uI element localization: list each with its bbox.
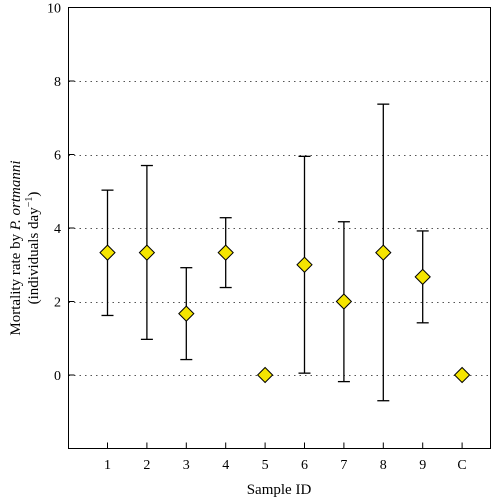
x-tick-label-9: 9 (419, 458, 426, 473)
data-point-4 (217, 244, 234, 261)
x-tick-label-4: 4 (222, 458, 229, 473)
data-point-7 (335, 293, 353, 310)
data-point-6 (296, 256, 313, 273)
data-points (99, 244, 471, 384)
y-axis-title-exponent: −1 (24, 197, 35, 208)
x-tick-label-6: 6 (301, 458, 308, 473)
data-point-5 (256, 366, 274, 384)
y-tick-label-6: 6 (54, 149, 61, 164)
y-axis-title-prefix: Mortality rate by (8, 230, 24, 335)
y-tick-label-0: 0 (54, 369, 61, 384)
x-tick-label-2: 2 (143, 458, 150, 473)
x-axis: 1 2 3 4 5 6 7 8 9 C (104, 442, 467, 473)
y-tick-label-8: 8 (54, 75, 61, 90)
y-axis-title-species: P. ortmanni (8, 160, 24, 231)
x-tick-label-C: C (457, 458, 466, 473)
x-tick-label-3: 3 (183, 458, 190, 473)
y-tick-label-4: 4 (54, 222, 61, 237)
y-tick-label-10: 10 (47, 2, 61, 17)
data-point-C (453, 366, 471, 384)
data-point-2 (138, 244, 156, 261)
x-tick-label-1: 1 (104, 458, 111, 473)
y-axis-title-line1: Mortality rate by P. ortmanni (8, 160, 24, 335)
data-point-8 (375, 244, 392, 261)
y-tick-label-2: 2 (54, 296, 61, 311)
x-tick-label-7: 7 (340, 458, 347, 473)
y-axis: 0 2 4 6 8 10 (47, 2, 75, 384)
data-point-1 (99, 244, 116, 261)
y-axis-title-unit: (individuals day (26, 207, 42, 305)
y-axis-title-line2: (individuals day−1) (24, 192, 42, 305)
data-point-9 (414, 268, 431, 286)
y-axis-title-close: ) (26, 192, 42, 197)
data-point-3 (178, 305, 195, 322)
x-tick-label-5: 5 (262, 458, 269, 473)
x-tick-label-8: 8 (380, 458, 387, 473)
x-axis-title: Sample ID (247, 482, 312, 498)
gridlines (68, 81, 491, 376)
